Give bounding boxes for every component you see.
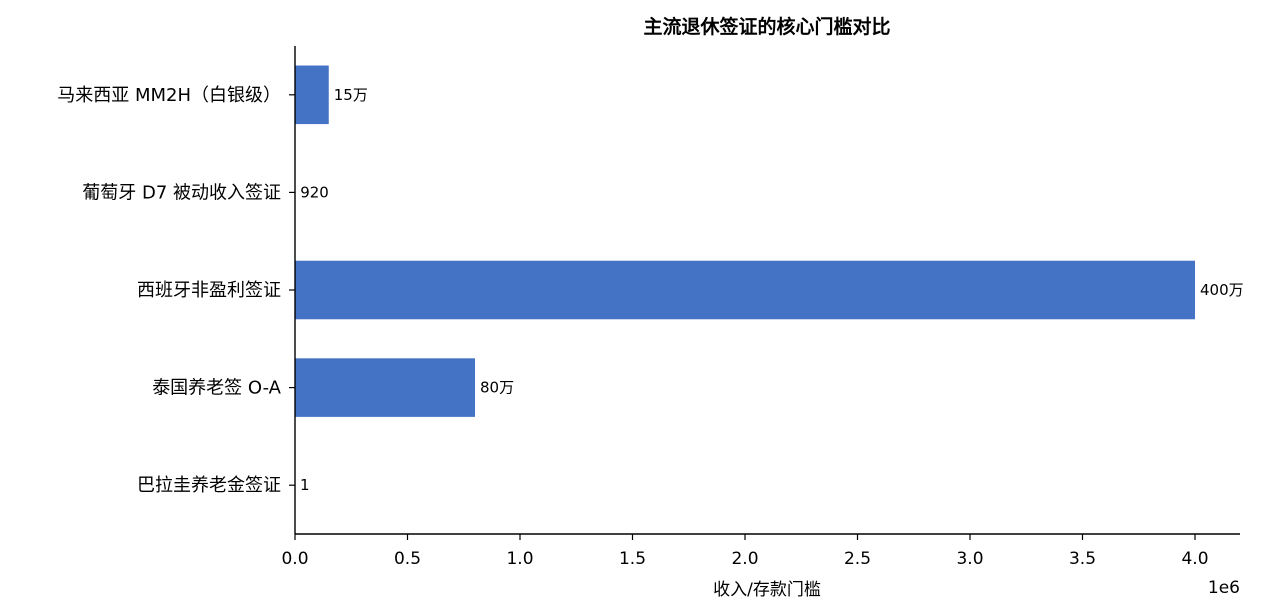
x-axis-offset-label: 1e6	[1208, 578, 1240, 598]
data-label-2: 400万	[1200, 281, 1244, 299]
x-tick-label-1: 0.5	[394, 549, 421, 569]
x-tick-label-3: 1.5	[619, 549, 646, 569]
x-tick-label-5: 2.5	[844, 549, 871, 569]
data-label-4: 1	[300, 476, 310, 494]
x-tick-label-0: 0.0	[281, 549, 308, 569]
data-label-3: 80万	[480, 379, 514, 397]
category-label-3: 泰国养老签 O-A	[152, 378, 281, 399]
bar-0	[295, 65, 329, 125]
category-label-4: 巴拉圭养老金签证	[137, 475, 281, 496]
category-labels: 马来西亚 MM2H（白银级） 葡萄牙 D7 被动收入签证西班牙非盈利签证泰国养老签…	[57, 85, 295, 496]
x-tick-label-8: 4.0	[1181, 549, 1208, 569]
chart-title: 主流退休签证的核心门槛对比	[643, 15, 890, 38]
category-label-1: 葡萄牙 D7 被动收入签证	[82, 182, 281, 203]
x-tick-label-2: 1.0	[506, 549, 533, 569]
data-label-0: 15万	[334, 86, 368, 104]
x-axis-ticks: 0.0 0.5 1.0 1.5 2.0 2.5 3.0 3.5 4.0	[281, 534, 1209, 569]
x-tick-label-4: 2.0	[731, 549, 758, 569]
bar-2	[295, 260, 1195, 320]
category-label-2: 西班牙非盈利签证	[137, 280, 281, 301]
bar-3	[295, 358, 475, 417]
x-tick-label-7: 3.5	[1069, 549, 1096, 569]
bars-group	[295, 65, 1195, 515]
category-label-0: 马来西亚 MM2H（白银级）	[57, 85, 281, 106]
x-axis-label: 收入/存款门槛	[713, 580, 821, 600]
data-labels: 15万 920 400万 80万 1	[300, 86, 1244, 494]
data-label-1: 920	[300, 183, 329, 201]
x-tick-label-6: 3.0	[956, 549, 983, 569]
